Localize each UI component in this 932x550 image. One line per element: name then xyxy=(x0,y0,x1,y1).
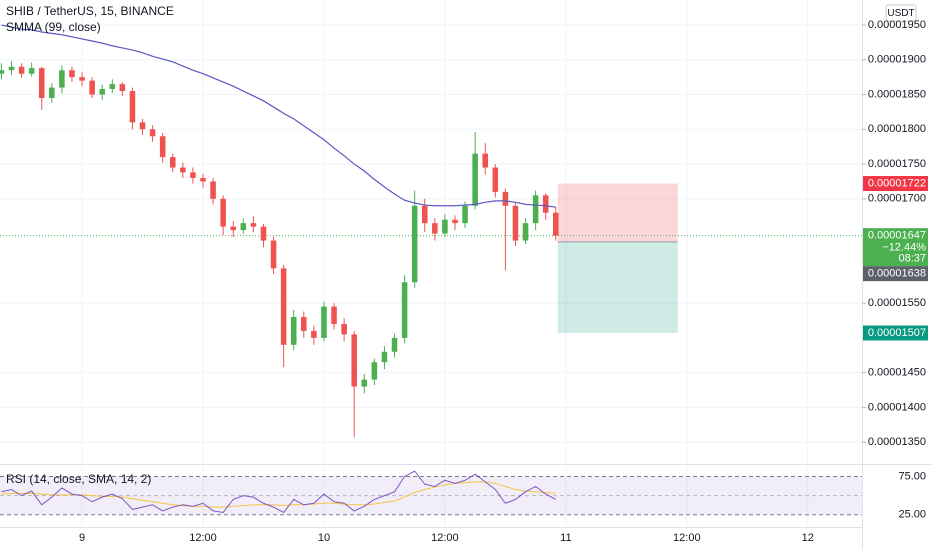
candle-body xyxy=(442,219,448,234)
candle-body xyxy=(532,195,539,224)
y-tick-label: 0.00001800 xyxy=(868,123,926,135)
candle-body xyxy=(230,226,237,231)
price-change: −12.44% xyxy=(882,242,926,254)
rsi-line xyxy=(1,470,557,514)
candle-body xyxy=(260,226,267,241)
candle-body xyxy=(472,153,478,206)
candle-body xyxy=(301,317,307,331)
x-tick-label: 9 xyxy=(79,532,85,544)
candle-body xyxy=(411,205,418,283)
candle-body xyxy=(341,323,347,335)
candle-body xyxy=(553,212,559,236)
candle-body xyxy=(381,351,388,363)
candle-body xyxy=(200,177,206,182)
y-tick-label: 0.00001550 xyxy=(868,297,926,309)
candle-body xyxy=(432,223,438,234)
x-tick-label: 12:00 xyxy=(673,532,701,544)
rsi-line xyxy=(1,481,556,508)
candle-body xyxy=(190,172,196,178)
x-tick-label: 12:00 xyxy=(189,532,217,544)
candle-body xyxy=(361,379,368,387)
stop-badge xyxy=(863,176,928,192)
candle-body xyxy=(331,306,337,324)
candle-body xyxy=(49,87,55,99)
candle-body xyxy=(119,84,126,92)
x-tick-label: 11 xyxy=(560,532,571,544)
candle-body xyxy=(270,240,277,269)
candle-body xyxy=(492,167,499,192)
countdown: 08:37 xyxy=(898,253,926,265)
candle-body xyxy=(0,70,5,74)
y-tick-label: 0.00001850 xyxy=(868,88,926,100)
y-tick-label: 0.00001950 xyxy=(868,19,926,31)
target-label: 0.00001507 xyxy=(868,327,926,339)
candle-body xyxy=(391,337,398,352)
candle-body xyxy=(512,205,519,241)
target-badge xyxy=(863,325,928,341)
rsi-tick-label: 25.00 xyxy=(898,509,926,521)
currency: USDT xyxy=(887,8,914,19)
chart-title: SHIB / TetherUS, 15, BINANCE xyxy=(6,4,174,18)
candle-body xyxy=(8,66,15,71)
candle-body xyxy=(502,191,509,206)
grid xyxy=(0,0,862,527)
rsi-tick-label: 75.00 xyxy=(898,470,926,482)
candle-body xyxy=(542,195,549,213)
candle-body xyxy=(482,153,488,168)
candle-body xyxy=(109,84,116,89)
candle-body xyxy=(421,205,428,224)
target-zone xyxy=(557,241,678,333)
candle-body xyxy=(159,136,166,158)
stop-zone xyxy=(557,183,678,242)
candle-body xyxy=(250,223,257,227)
candle-body xyxy=(452,219,458,224)
candle-body xyxy=(351,334,357,387)
candle-body xyxy=(18,66,25,74)
y-tick-label: 0.00001400 xyxy=(868,401,926,413)
x-tick-label: 12 xyxy=(802,532,814,544)
candle-body xyxy=(28,68,35,74)
candle-body xyxy=(220,198,226,227)
candle-body xyxy=(180,167,186,173)
candle-body xyxy=(210,181,216,199)
candle-body xyxy=(149,129,156,137)
candle-body xyxy=(462,205,468,224)
candle-body xyxy=(401,282,408,338)
candle-body xyxy=(99,88,105,95)
y-tick-label: 0.00001350 xyxy=(868,436,926,448)
candle-body xyxy=(139,122,146,130)
candle-body xyxy=(321,306,327,338)
last-price-badge xyxy=(863,228,928,267)
candle-body xyxy=(280,268,287,345)
candle-body xyxy=(240,223,247,231)
entry-label: 0.00001638 xyxy=(868,268,926,280)
last-price-label: 0.00001647 xyxy=(868,230,926,242)
smma-line xyxy=(1,24,556,208)
y-tick-label: 0.00001750 xyxy=(868,158,926,170)
candle-body xyxy=(290,317,297,345)
candle-body xyxy=(169,157,176,168)
candle-body xyxy=(129,91,136,123)
y-tick-label: 0.00001450 xyxy=(868,367,926,379)
candle-body xyxy=(59,70,65,88)
x-tick-label: 10 xyxy=(318,532,330,544)
rsi-label: RSI (14, close, SMA, 14, 2) xyxy=(6,472,151,486)
candle-body xyxy=(89,80,95,95)
currency-box[interactable] xyxy=(885,4,917,22)
entry-badge xyxy=(863,266,928,282)
y-tick-label: 0.00001900 xyxy=(868,54,926,66)
stop-label: 0.00001722 xyxy=(868,177,926,189)
indicator-label: SMMA (99, close) xyxy=(6,20,101,34)
x-tick-label: 12:00 xyxy=(431,532,459,544)
plot xyxy=(0,24,862,516)
candle-body xyxy=(522,223,529,241)
candle-body xyxy=(311,330,317,338)
candle-body xyxy=(69,70,75,78)
candle-body xyxy=(371,362,378,380)
y-tick-label: 0.00001700 xyxy=(868,193,926,205)
candle-body xyxy=(38,68,45,99)
candle-body xyxy=(79,77,85,81)
